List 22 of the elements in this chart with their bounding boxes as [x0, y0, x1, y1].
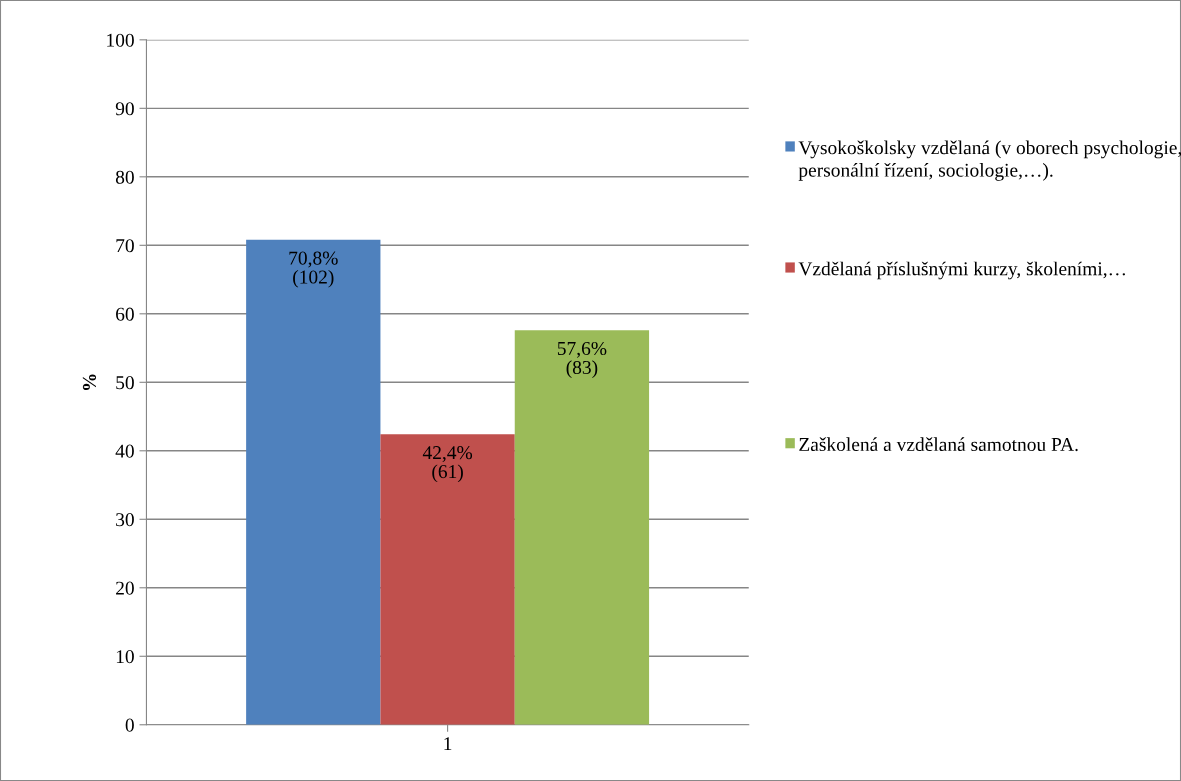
- bar: [246, 239, 381, 725]
- legend-label: Zaškolená a vzdělaná samotnou PA.: [799, 437, 1078, 452]
- y-tick-label: 80: [115, 170, 134, 184]
- y-tick-label: 50: [116, 376, 134, 390]
- data-label: 42,4% (61): [422, 446, 473, 483]
- bar: [380, 434, 515, 725]
- y-tick-label: 30: [116, 513, 134, 527]
- y-tick-label: 90: [115, 102, 134, 116]
- y-tick-label: 0: [125, 718, 134, 732]
- data-label: 57,6% (83): [557, 341, 607, 378]
- y-tick-label: 70: [116, 239, 134, 253]
- y-tick-label: 60: [116, 307, 134, 321]
- bar: [514, 330, 650, 725]
- y-tick-label: 10: [116, 650, 134, 664]
- y-axis-title: %: [82, 374, 97, 391]
- y-tick-label: 20: [116, 581, 134, 595]
- legend-label: Vzdělaná příslušnými kurzy, školeními,…: [798, 261, 1125, 280]
- y-tick-label: 100: [107, 33, 134, 47]
- x-tick-label: 1: [444, 737, 452, 751]
- y-tick-label: 40: [115, 444, 134, 458]
- legend-label: Vysokoškolsky vzdělaná (v oborech psychologie, personální řízení, sociologie,…).: [798, 140, 1181, 181]
- data-label: 70,8% (102): [289, 251, 338, 288]
